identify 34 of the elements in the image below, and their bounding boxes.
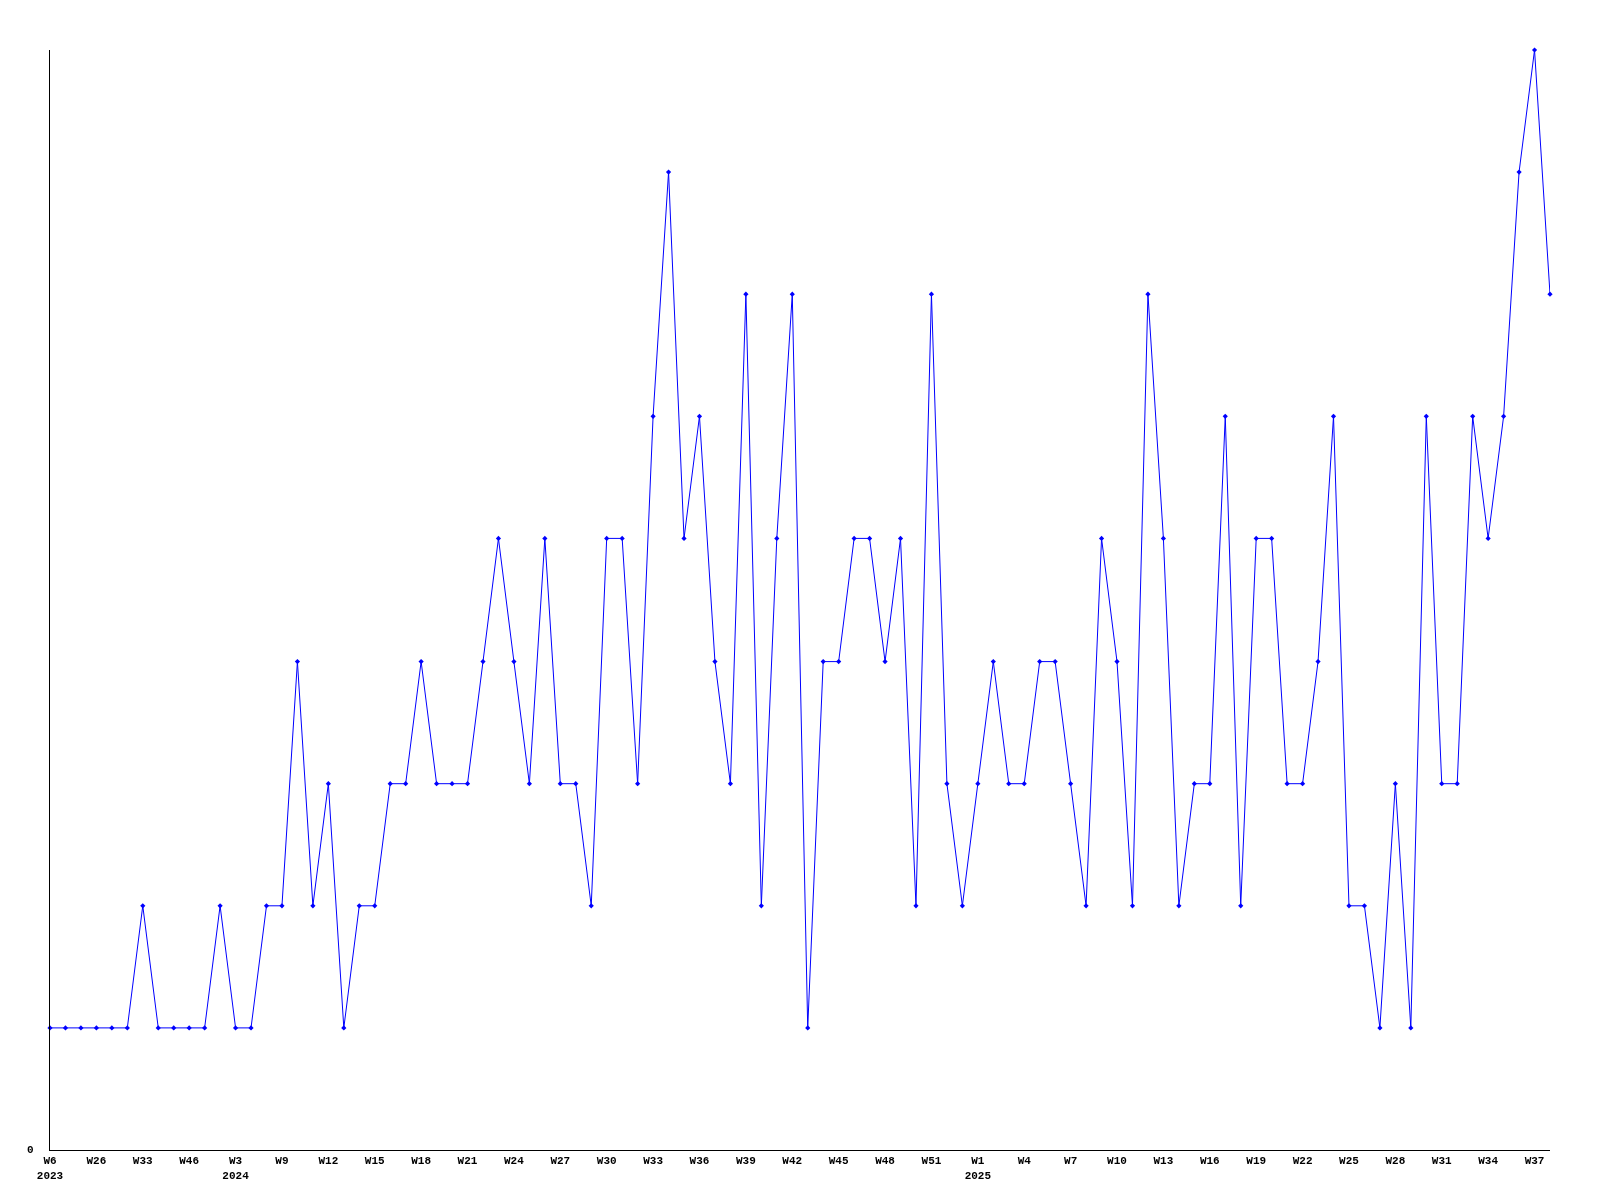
x-tick-label: W10	[1107, 1155, 1127, 1168]
x-tick-label: W36	[689, 1155, 710, 1168]
x-tick-label: W6 2023	[36, 1155, 64, 1182]
x-tick-label: W3 2024	[222, 1155, 250, 1182]
x-tick-label: W13	[1153, 1155, 1174, 1168]
x-tick-label: W34	[1478, 1155, 1499, 1168]
x-tick-label: W28	[1385, 1155, 1406, 1168]
x-tick-label: W24	[504, 1155, 525, 1168]
x-tick-label: W4	[1017, 1155, 1032, 1168]
x-tick-label: W45	[828, 1155, 849, 1168]
x-tick-label: W33	[132, 1155, 154, 1168]
x-tick-label: W26	[86, 1155, 107, 1168]
x-tick-label: W42	[782, 1155, 803, 1168]
x-tick-label: W25	[1339, 1155, 1360, 1168]
x-tick-label: W51	[921, 1155, 942, 1168]
x-tick-label: W9	[275, 1155, 289, 1168]
x-tick-label: W31	[1431, 1155, 1453, 1168]
text: 0	[27, 1144, 34, 1156]
x-tick-label: W48	[875, 1155, 896, 1168]
x-tick-label: W39	[735, 1155, 756, 1168]
x-tick-label: W7	[1064, 1155, 1078, 1168]
x-tick-label: W33	[643, 1155, 664, 1168]
x-tick-label: W12	[318, 1155, 339, 1168]
x-tick-label: W37	[1524, 1155, 1545, 1168]
x-tick-label: W27	[550, 1155, 571, 1168]
x-tick-label: W19	[1246, 1155, 1267, 1168]
x-tick-label: W18	[411, 1155, 432, 1168]
x-tick-label: W21	[457, 1155, 478, 1168]
x-tick-label: W15	[364, 1155, 386, 1168]
x-tick-label: W16	[1199, 1155, 1220, 1168]
x-tick-label: W30	[596, 1155, 617, 1168]
x-tick-label: W46	[179, 1155, 200, 1168]
x-tick-label: W1 2025	[964, 1155, 992, 1182]
x-tick-label: W22	[1292, 1155, 1313, 1168]
